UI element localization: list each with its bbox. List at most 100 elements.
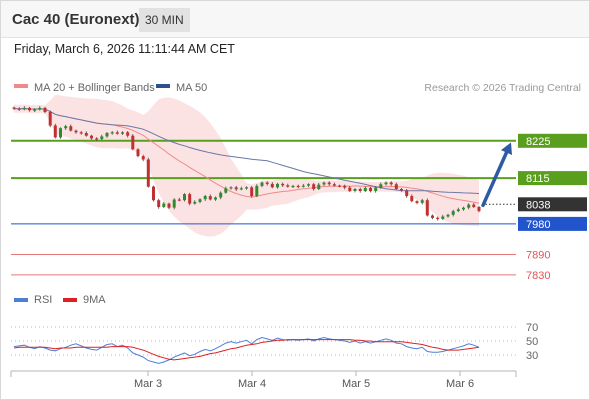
candle-body	[472, 204, 476, 207]
x-tick-label: Mar 6	[446, 378, 474, 390]
candle-body	[374, 187, 378, 191]
candle-body	[296, 185, 300, 188]
candle-body	[425, 200, 429, 216]
candle-body	[219, 192, 223, 198]
candle-body	[110, 132, 114, 134]
candle-body	[33, 109, 37, 111]
candle-body	[224, 188, 228, 193]
rsi-line	[13, 336, 480, 364]
candle-body	[121, 132, 124, 134]
candle-body	[234, 187, 238, 190]
candle-body	[291, 185, 295, 188]
candle-body	[343, 185, 347, 188]
level-lines	[11, 139, 516, 276]
candle-body	[322, 182, 326, 185]
level-badge-8115	[518, 171, 587, 186]
candle-body	[214, 197, 217, 200]
candle-body	[420, 200, 424, 203]
candle-body	[410, 196, 414, 202]
candle-body	[74, 130, 78, 133]
candle-body	[260, 182, 264, 186]
chart-header: Cac 40 (Euronext) 30 MIN	[1, 1, 589, 38]
candle-body	[338, 185, 341, 187]
candle-body	[317, 184, 321, 189]
candle-body	[84, 133, 88, 136]
rsi-panel: 70 50 30	[11, 322, 538, 364]
candle-body	[363, 188, 367, 192]
candle-body	[203, 196, 207, 200]
candle-body	[136, 149, 140, 157]
rsi-level-label-30: 30	[526, 350, 538, 362]
x-tick-label: Mar 4	[238, 378, 266, 390]
candle-body	[141, 156, 145, 160]
candle-body	[177, 199, 181, 201]
candle-body	[462, 207, 465, 210]
rsi-9ma-line	[13, 339, 480, 361]
legend-label-ma20: MA 20 + Bollinger Bands	[34, 82, 155, 94]
candle-body	[157, 200, 161, 207]
candle-body	[307, 184, 310, 186]
candle-body	[477, 207, 481, 212]
candle-body	[286, 185, 290, 187]
candle-body	[48, 112, 52, 126]
x-tick-label: Mar 5	[342, 378, 370, 390]
legend-swatch-rsi	[14, 298, 28, 302]
candle-body	[415, 201, 419, 203]
candle-body	[446, 214, 450, 217]
candle-body	[358, 189, 362, 191]
candle-body	[12, 107, 16, 109]
candle-body	[162, 203, 166, 207]
candle-body	[270, 183, 274, 188]
candle-body	[265, 182, 269, 184]
candle-body	[229, 187, 233, 189]
candle-body	[167, 203, 171, 208]
level-label-8115: 8115	[526, 173, 550, 185]
level-label-8038: 8038	[526, 199, 550, 211]
bollinger-band-fill	[14, 94, 479, 237]
level-labels: 8225 8115 8038 7980 7890 7830	[518, 133, 587, 282]
candle-body	[172, 199, 176, 208]
legend-swatch-ma50	[156, 84, 170, 88]
candle-body	[146, 159, 150, 187]
candle-body	[69, 126, 73, 131]
candle-body	[208, 196, 212, 200]
legend-label-ma50: MA 50	[176, 82, 207, 94]
candle-body	[188, 194, 192, 204]
forecast-arrow	[481, 142, 512, 208]
legend-swatch-9ma	[63, 298, 77, 302]
candle-body	[456, 209, 460, 212]
chart-attribution: Research © 2026 Trading Central	[424, 82, 581, 94]
candle-body	[152, 186, 155, 201]
candle-body	[245, 187, 248, 189]
timeframe-button[interactable]: 30 MIN	[139, 8, 190, 32]
candle-body	[38, 107, 42, 110]
candle-body	[28, 107, 31, 111]
chart-datetime: Friday, March 6, 2026 11:11:44 AM CET	[14, 42, 235, 56]
candle-body	[327, 182, 331, 185]
rsi-level-label-50: 50	[526, 336, 538, 348]
bollinger-band-area	[14, 94, 479, 237]
level-badge-7980	[518, 216, 587, 231]
legend-label-9ma: 9MA	[83, 294, 106, 306]
legend-swatch-ma20	[14, 84, 28, 88]
candle-body	[64, 126, 68, 129]
candle-body	[131, 135, 135, 150]
level-label-7890: 7890	[526, 250, 550, 262]
candle-body	[394, 184, 398, 189]
candle-body	[53, 125, 57, 138]
candle-body	[79, 132, 83, 134]
candle-body	[312, 184, 316, 189]
candle-body	[255, 185, 259, 197]
candle-body	[405, 190, 409, 197]
candle-body	[43, 107, 47, 112]
candle-body	[451, 211, 455, 215]
rsi-level-label-70: 70	[526, 322, 538, 334]
candle-body	[126, 132, 130, 136]
candle-body	[17, 108, 21, 110]
candle-body	[100, 136, 104, 140]
candle-body	[348, 187, 352, 191]
candlestick-series	[12, 106, 481, 221]
candle-body	[95, 138, 99, 140]
